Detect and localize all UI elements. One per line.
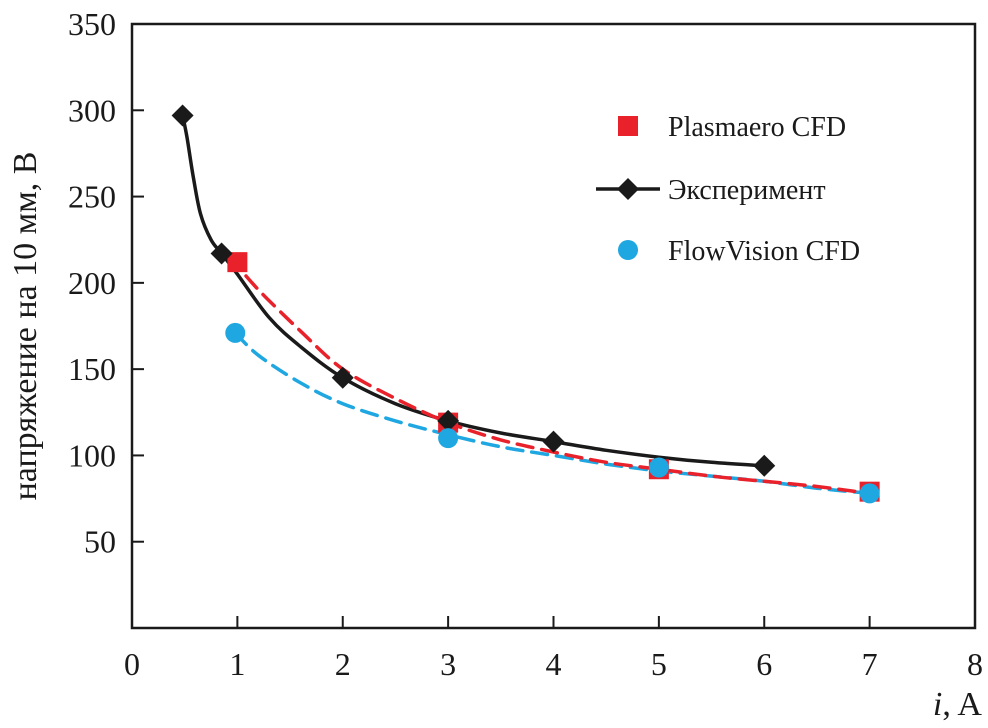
x-tick-label: 8	[967, 646, 983, 682]
point-flowvision-cfd	[438, 428, 459, 449]
x-axis-title-unit: , A	[942, 686, 982, 723]
x-tick-label: 3	[440, 646, 456, 682]
point-flowvision-cfd	[859, 483, 880, 504]
legend-marker-experiment	[617, 178, 639, 200]
legend: Plasmaero CFD Эксперимент FlowVision CFD	[596, 112, 860, 267]
legend-item-flowvision: FlowVision CFD	[618, 236, 860, 267]
x-tick-label: 7	[862, 646, 878, 682]
legend-label-flowvision: FlowVision CFD	[668, 236, 860, 267]
y-tick-label: 300	[68, 92, 116, 128]
point-experiment	[331, 366, 354, 389]
x-axis-title: i, A	[933, 686, 983, 723]
series-markers	[171, 104, 880, 504]
legend-item-plasmaero: Plasmaero CFD	[618, 112, 846, 143]
point-experiment	[753, 454, 776, 477]
y-tick-label: 250	[68, 179, 116, 215]
y-axis-ticks: 50 100 150 200 250 300 350	[68, 6, 144, 560]
point-experiment	[171, 104, 194, 127]
point-experiment	[210, 242, 233, 265]
curve-plasmaero-cfd	[228, 255, 872, 496]
x-tick-label: 4	[546, 646, 562, 682]
x-tick-label: 0	[124, 646, 140, 682]
curve-experiment	[180, 113, 767, 468]
y-tick-label: 150	[68, 351, 116, 387]
legend-marker-flowvision-cfd	[618, 240, 638, 260]
point-flowvision-cfd	[648, 457, 669, 478]
legend-label-experiment: Эксперимент	[668, 175, 826, 206]
series-curves	[180, 113, 872, 496]
x-tick-label: 1	[229, 646, 245, 682]
x-tick-label: 5	[651, 646, 667, 682]
legend-label-plasmaero: Plasmaero CFD	[668, 112, 846, 143]
y-tick-label: 200	[68, 265, 116, 301]
curve-flowvision-cfd	[233, 331, 872, 496]
legend-item-experiment: Эксперимент	[596, 175, 826, 206]
point-plasmaero-cfd	[227, 252, 248, 273]
point-flowvision-cfd	[225, 322, 246, 343]
x-axis-ticks: 0 1 2 3 4 5 6 7 8	[124, 616, 983, 682]
legend-marker-plasmaero-cfd	[618, 116, 638, 136]
y-tick-label: 350	[68, 6, 116, 42]
x-tick-label: 6	[756, 646, 772, 682]
x-axis-title-variable: i	[933, 686, 942, 723]
y-axis-title: напряжение на 10 мм, В	[7, 152, 44, 501]
y-tick-label: 50	[84, 524, 116, 560]
point-experiment	[437, 409, 460, 432]
plot-frame	[130, 22, 977, 630]
point-experiment	[542, 430, 565, 453]
y-tick-label: 100	[68, 437, 116, 473]
x-tick-label: 2	[335, 646, 351, 682]
